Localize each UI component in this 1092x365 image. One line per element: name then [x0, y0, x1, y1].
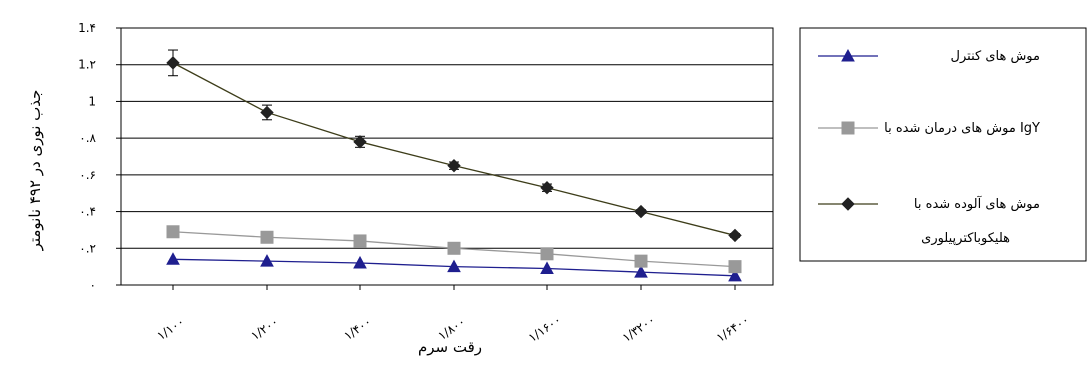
legend-label: موش های آلوده شده با هلیکوباکترپیلوری: [914, 195, 1040, 246]
y-tick-label: ۰.۴: [79, 205, 96, 219]
series-line: [172, 62, 736, 237]
y-tick-label: ۰: [90, 278, 96, 292]
data-point: [166, 252, 180, 265]
data-point: [166, 56, 180, 70]
legend-item-1: موش های کنترل: [818, 48, 1040, 64]
legend-item-3: موش های آلوده شده با هلیکوباکترپیلوری: [818, 195, 1040, 246]
data-point: [540, 247, 554, 261]
data-point: [728, 268, 742, 282]
data-point: [634, 254, 648, 268]
data-point: [540, 261, 554, 274]
legend-label: موش های کنترل: [951, 49, 1040, 64]
data-point: [728, 260, 742, 274]
data-point: [634, 265, 648, 278]
data-point: [447, 158, 461, 173]
y-tick-label: 1.۴: [78, 21, 96, 35]
data-point: [353, 255, 367, 269]
y-tick-label: ۰.۶: [79, 168, 96, 182]
x-tick-label: ۱/۱۶۰۰: [526, 313, 564, 345]
data-point: [353, 135, 367, 149]
data-point: [728, 228, 742, 243]
plot-area: [120, 27, 774, 286]
x-tick-label: ۱/۳۲۰۰: [620, 313, 658, 345]
legend-item-2: موش های درمان شده با IgY: [818, 121, 1040, 136]
legend-marker: [841, 197, 855, 211]
series-2: [166, 225, 742, 274]
y-tick-label: 1: [88, 94, 96, 108]
data-point: [166, 225, 180, 239]
data-point: [353, 234, 367, 248]
y-axis-title: جذب نوری در ۴۹۲ نانومتر: [26, 90, 44, 252]
data-point: [540, 181, 554, 195]
legend-label: موش های درمان شده با IgY: [884, 121, 1040, 136]
data-point: [634, 204, 648, 219]
y-tick-label: 1.۲: [78, 58, 96, 72]
y-axis: ۰ ۰.۲ ۰.۴ ۰.۶ ۰.۸ 1 1.۲ 1.۴: [78, 21, 121, 292]
series-3: [166, 49, 742, 243]
x-tick-label: ۱/۶۴۰۰: [714, 313, 752, 345]
data-point: [260, 105, 274, 120]
legend-box: [799, 27, 1087, 262]
x-axis: ۱/۱۰۰ ۱/۲۰۰ ۱/۴۰۰ ۱/۸۰۰ ۱/۱۶۰۰ ۱/۳۲۰۰ ۱/۶۴۰۰: [154, 285, 752, 345]
series-layer: [166, 49, 742, 282]
data-point: [447, 259, 461, 273]
x-tick-label: ۱/۴۰۰: [341, 314, 373, 343]
legend-marker: [841, 121, 855, 135]
legend: موش های کنترل موش های درمان شده با IgY موش…: [799, 27, 1087, 262]
y-tick-label: ۰.۸: [79, 131, 96, 145]
data-point: [447, 241, 461, 255]
gridlines: [121, 64, 773, 249]
series-1: [166, 252, 742, 282]
data-point: [260, 254, 274, 267]
data-point: [260, 230, 274, 244]
legend-marker: [841, 48, 855, 62]
x-axis-title: رقت سرم: [418, 338, 482, 356]
x-tick-label: ۱/۲۰۰: [248, 314, 280, 343]
y-tick-label: ۰.۲: [79, 241, 96, 255]
x-tick-label: ۱/۱۰۰: [154, 314, 186, 343]
